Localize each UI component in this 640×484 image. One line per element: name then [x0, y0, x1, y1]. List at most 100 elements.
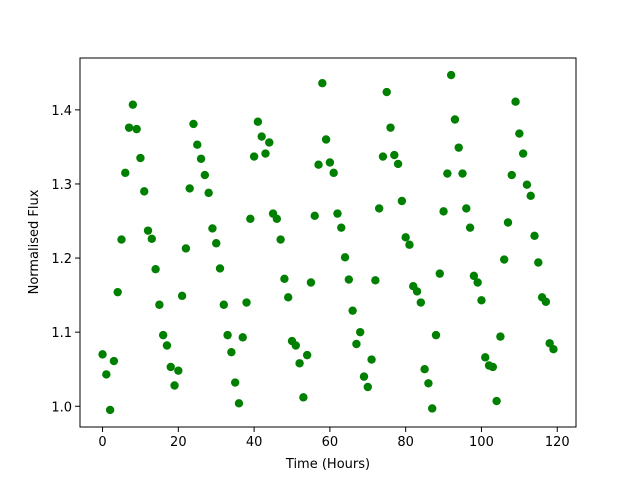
point [265, 138, 274, 147]
point [132, 124, 141, 134]
point [162, 341, 172, 350]
point [382, 87, 391, 97]
axes-frame [79, 57, 577, 428]
point [272, 214, 282, 223]
point [428, 404, 437, 413]
point [121, 168, 130, 178]
point [249, 152, 259, 161]
point [310, 211, 319, 221]
point [416, 298, 426, 307]
point [481, 353, 490, 362]
point [462, 204, 471, 213]
point [374, 204, 384, 213]
point [246, 214, 255, 223]
point [465, 223, 475, 232]
point [473, 278, 482, 287]
point [390, 150, 399, 160]
point [469, 271, 479, 281]
point [189, 119, 198, 129]
point [454, 143, 463, 152]
point [204, 188, 213, 198]
point [393, 159, 403, 169]
point [140, 187, 149, 196]
point [124, 123, 134, 132]
y-tick-label: 1.0 [51, 400, 72, 415]
point [450, 115, 460, 124]
point [295, 359, 304, 368]
point [503, 218, 513, 227]
point [518, 149, 528, 158]
point [424, 379, 433, 388]
point [291, 341, 300, 350]
point [166, 362, 175, 372]
point [306, 278, 316, 287]
point [280, 274, 289, 284]
x-tick-label: 0 [98, 435, 106, 450]
y-tick-label: 1.4 [51, 104, 72, 119]
point [234, 399, 244, 408]
point [378, 152, 388, 161]
point [386, 123, 395, 132]
point [371, 276, 380, 285]
point [238, 333, 247, 342]
point [522, 180, 532, 189]
point [492, 396, 501, 406]
point [356, 327, 365, 337]
y-axis-label: Normalised Flux [27, 189, 42, 294]
point [208, 224, 217, 233]
point [443, 169, 452, 178]
point [541, 297, 551, 306]
point [174, 366, 183, 375]
point [488, 362, 498, 372]
point [314, 160, 323, 169]
point [352, 339, 361, 349]
y-tick-label: 1.1 [51, 326, 72, 341]
point [534, 258, 543, 267]
point [102, 370, 111, 379]
point [230, 378, 240, 387]
point [158, 330, 168, 340]
point [261, 149, 270, 158]
x-tick-label: 60 [322, 435, 339, 450]
point [242, 298, 251, 307]
point [284, 293, 293, 302]
point [340, 253, 350, 262]
point [496, 332, 505, 341]
x-tick-label: 20 [170, 435, 187, 450]
point [515, 129, 524, 138]
point [196, 154, 206, 163]
point [321, 135, 331, 144]
x-tick-label: 100 [469, 435, 494, 450]
point [98, 350, 107, 359]
point [181, 244, 191, 253]
point [439, 207, 448, 216]
point [526, 191, 535, 201]
point [397, 196, 407, 206]
point [105, 405, 115, 415]
point [185, 184, 194, 193]
point [128, 100, 138, 109]
point [458, 169, 467, 178]
point [257, 132, 266, 141]
point [511, 97, 520, 106]
point [359, 372, 369, 381]
point [299, 393, 308, 402]
point [155, 300, 164, 309]
point [333, 209, 342, 218]
point [401, 233, 410, 242]
point [367, 355, 376, 364]
point [344, 275, 354, 284]
point [530, 231, 539, 241]
x-tick-label: 120 [545, 435, 570, 450]
point [431, 330, 441, 340]
point [117, 235, 126, 244]
y-tick-label: 1.2 [51, 252, 72, 267]
point [147, 234, 157, 243]
point [151, 264, 160, 274]
point [329, 168, 338, 178]
point [420, 365, 429, 374]
x-tick-label: 80 [397, 435, 414, 450]
point [549, 344, 558, 354]
